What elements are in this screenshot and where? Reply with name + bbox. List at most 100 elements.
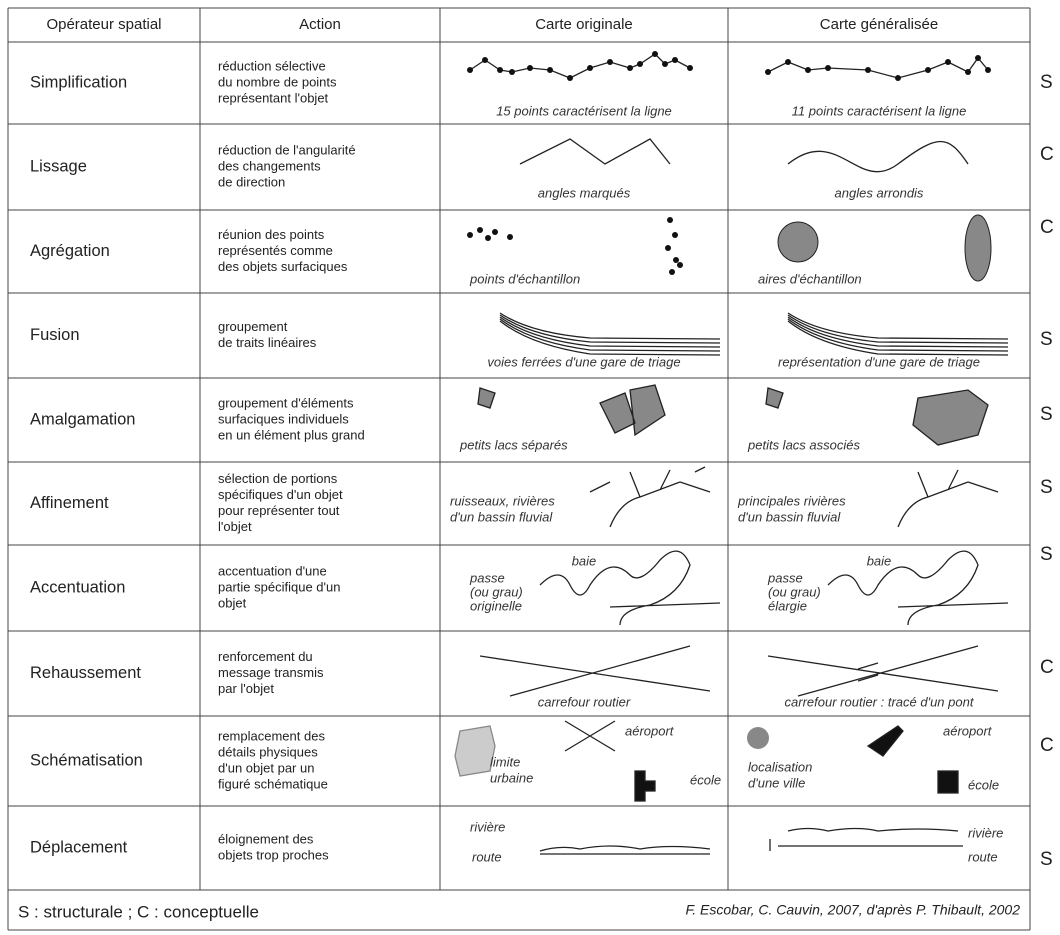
illustration-dot [497, 67, 503, 73]
action-line: figuré schématique [218, 776, 328, 791]
illustration [589, 466, 706, 493]
illustration [599, 384, 666, 437]
map-caption: aéroport [625, 723, 675, 738]
illustration-dot [667, 217, 673, 223]
map-caption: angles arrondis [835, 185, 924, 200]
action-line: remplacement des [218, 728, 325, 743]
illustration-dot [492, 229, 498, 235]
action-line: spécifiques d'un objet [218, 487, 343, 502]
illustration [787, 314, 1009, 344]
illustration [787, 318, 1009, 352]
action-line: objets trop proches [218, 847, 329, 862]
operator-type: S [1040, 72, 1053, 93]
illustration [564, 720, 616, 752]
illustration [767, 645, 999, 697]
map-caption: (ou grau) [470, 584, 523, 599]
map-caption: principales rivières [737, 493, 846, 508]
map-caption: petits lacs séparés [459, 437, 568, 452]
action-line: réduction sélective [218, 58, 326, 73]
action-line: du nombre de points [218, 74, 337, 89]
illustration-dot [865, 67, 871, 73]
operator: Accentuation [30, 578, 125, 596]
map-caption: représentation d'une gare de triage [778, 354, 980, 369]
operator: Déplacement [30, 838, 128, 856]
illustration [857, 662, 879, 682]
illustration-dot [985, 67, 991, 73]
illustration [769, 827, 963, 851]
illustration-dot [925, 67, 931, 73]
map-caption: limite [490, 754, 520, 769]
illustration-dot [965, 69, 971, 75]
map-caption: d'une ville [748, 775, 805, 790]
illustration [777, 221, 819, 263]
illustration [479, 645, 711, 697]
operator-type: S [1040, 329, 1053, 350]
map-caption: rivière [470, 819, 505, 834]
action-line: sélection de portions [218, 471, 338, 486]
operator-type: C [1040, 144, 1054, 165]
map-caption: élargie [768, 598, 807, 613]
map-caption: passe [767, 570, 803, 585]
action-line: des objets surfaciques [218, 259, 348, 274]
column-header: Opérateur spatial [46, 16, 161, 33]
map-caption: école [690, 772, 721, 787]
operator: Lissage [30, 157, 87, 175]
illustration-dot [785, 59, 791, 65]
map-caption: 15 points caractérisent la ligne [496, 103, 672, 118]
operator: Fusion [30, 326, 80, 344]
map-caption: points d'échantillon [469, 271, 580, 286]
action-line: représentés comme [218, 243, 333, 258]
action-line: réunion des points [218, 227, 325, 242]
map-caption: route [968, 849, 998, 864]
illustration-dot [662, 61, 668, 67]
map-caption: angles marqués [538, 185, 631, 200]
illustration-dot [567, 75, 573, 81]
column-header: Carte originale [535, 16, 633, 33]
illustration-dot [677, 262, 683, 268]
illustration [787, 140, 969, 173]
illustration-dot [945, 59, 951, 65]
illustration-dot [975, 55, 981, 61]
action-line: partie spécifique d'un [218, 579, 340, 594]
operator-type: C [1040, 735, 1054, 756]
map-caption: rivière [968, 825, 1003, 840]
operator-type: S [1040, 404, 1053, 425]
illustration [866, 725, 904, 757]
illustration-dot [627, 65, 633, 71]
illustration [767, 56, 989, 79]
action-line: pour représenter tout [218, 503, 340, 518]
illustration-dot [687, 65, 693, 71]
illustration-dot [672, 57, 678, 63]
action-line: accentuation d'une [218, 563, 327, 578]
illustration-dot [507, 234, 513, 240]
illustration [539, 550, 721, 626]
illustration-dot [607, 59, 613, 65]
illustration [747, 727, 769, 749]
map-caption: originelle [470, 598, 522, 613]
illustration [897, 469, 999, 528]
operator: Agrégation [30, 242, 110, 260]
illustration-dot [467, 67, 473, 73]
action-line: réduction de l'angularité [218, 142, 356, 157]
action-line: groupement d'éléments [218, 395, 354, 410]
action-line: de direction [218, 174, 285, 189]
illustration [912, 389, 989, 446]
action-line: détails physiques [218, 744, 318, 759]
operator: Amalgamation [30, 410, 135, 428]
action-line: représentant l'objet [218, 90, 329, 105]
illustration [937, 770, 959, 794]
illustration-dot [805, 67, 811, 73]
illustration [827, 550, 1009, 626]
map-caption: urbaine [490, 770, 533, 785]
map-caption: carrefour routier [538, 694, 631, 709]
action-line: l'objet [218, 519, 252, 534]
illustration-dot [669, 269, 675, 275]
illustration [477, 387, 496, 409]
illustration-dot [672, 232, 678, 238]
illustration-dot [665, 245, 671, 251]
illustration [787, 312, 1009, 340]
operator: Schématisation [30, 751, 143, 769]
legend: S : structurale ; C : conceptuelle [18, 902, 259, 921]
illustration [499, 316, 721, 348]
illustration [499, 312, 721, 340]
